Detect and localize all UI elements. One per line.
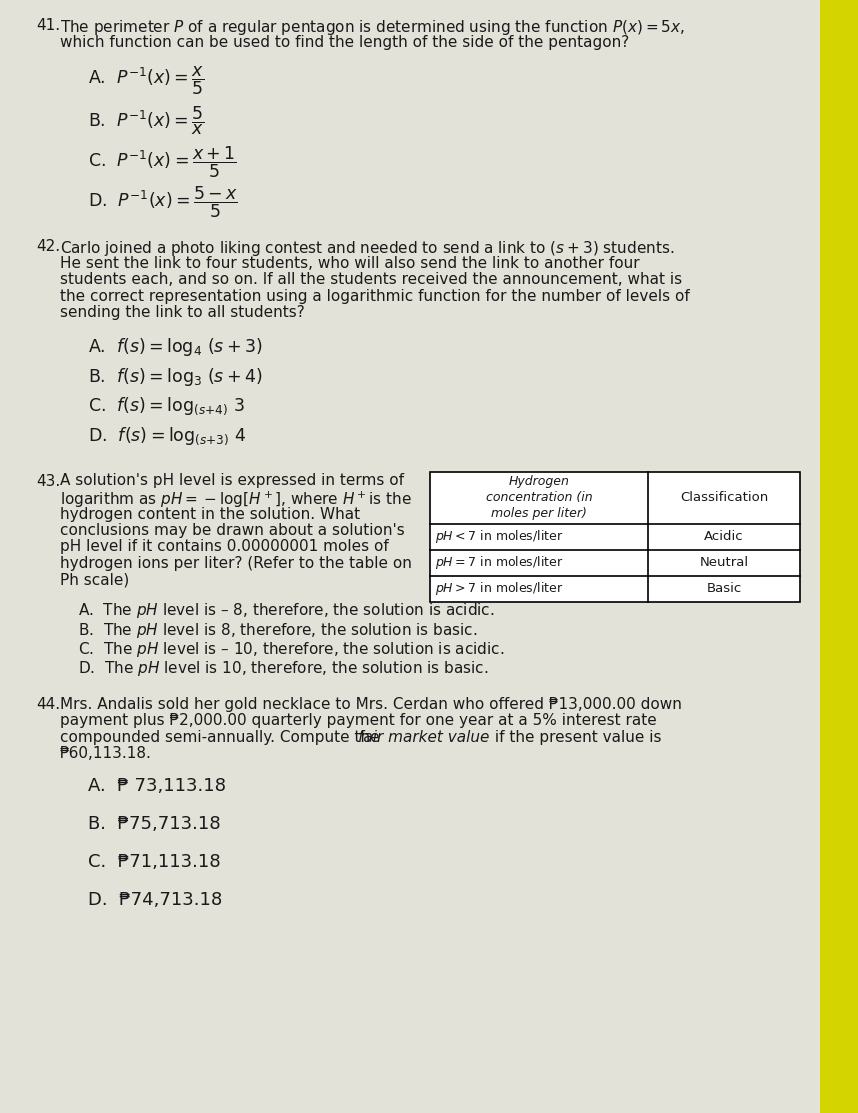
Text: D.  ₱74,713.18: D. ₱74,713.18 [88, 892, 222, 909]
Text: sending the link to all students?: sending the link to all students? [60, 305, 305, 321]
Text: $pH = 7$ in moles/liter: $pH = 7$ in moles/liter [435, 554, 564, 571]
Text: C.  $P^{-1}(x) = \dfrac{x+1}{5}$: C. $P^{-1}(x) = \dfrac{x+1}{5}$ [88, 145, 237, 180]
Bar [820, 0, 858, 1113]
Text: C.  The $pH$ level is – 10, therefore, the solution is acidic.: C. The $pH$ level is – 10, therefore, th… [78, 640, 505, 659]
Text: Carlo joined a photo liking contest and needed to send a link to $(s + 3)$ stude: Carlo joined a photo liking contest and … [60, 239, 674, 258]
Text: A.  $f(s) = \log_4\,(s+3)$: A. $f(s) = \log_4\,(s+3)$ [88, 335, 263, 357]
Text: 42.: 42. [36, 239, 60, 254]
Text: payment plus ₱2,000.00 quarterly payment for one year at a 5% interest rate: payment plus ₱2,000.00 quarterly payment… [60, 713, 656, 729]
Text: ₱60,113.18.: ₱60,113.18. [60, 747, 152, 761]
Bar [430, 472, 800, 601]
Text: Acidic: Acidic [704, 530, 744, 543]
Text: B.  $P^{-1}(x) = \dfrac{5}{x}$: B. $P^{-1}(x) = \dfrac{5}{x}$ [88, 105, 205, 137]
Text: A.  $P^{-1}(x) = \dfrac{x}{5}$: A. $P^{-1}(x) = \dfrac{x}{5}$ [88, 65, 205, 98]
Text: students each, and so on. If all the students received the announcement, what is: students each, and so on. If all the stu… [60, 272, 682, 287]
Text: 44.: 44. [36, 697, 60, 712]
Text: logarithm as $pH = -\log[H^+]$, where $H^+$is the: logarithm as $pH = -\log[H^+]$, where $H… [60, 490, 412, 510]
Text: He sent the link to four students, who will also send the link to another four: He sent the link to four students, who w… [60, 256, 639, 270]
Text: $pH > 7$ in moles/liter: $pH > 7$ in moles/liter [435, 580, 564, 597]
Text: A solution's pH level is expressed in terms of: A solution's pH level is expressed in te… [60, 473, 404, 489]
Text: Basic: Basic [706, 582, 741, 595]
Text: C.  ₱71,113.18: C. ₱71,113.18 [88, 853, 221, 871]
Text: B.  The $pH$ level is 8, therefore, the solution is basic.: B. The $pH$ level is 8, therefore, the s… [78, 621, 477, 640]
Text: The perimeter $P$ of a regular pentagon is determined using the function $P(x)= : The perimeter $P$ of a regular pentagon … [60, 18, 685, 37]
Text: Mrs. Andalis sold her gold necklace to Mrs. Cerdan who offered ₱13,000.00 down: Mrs. Andalis sold her gold necklace to M… [60, 697, 682, 712]
Text: 43.: 43. [36, 473, 60, 489]
Text: the correct representation using a logarithmic function for the number of levels: the correct representation using a logar… [60, 288, 690, 304]
Text: D.  The $pH$ level is 10, therefore, the solution is basic.: D. The $pH$ level is 10, therefore, the … [78, 660, 488, 679]
Text: pH level if it contains 0.00000001 moles of: pH level if it contains 0.00000001 moles… [60, 540, 389, 554]
Text: D.  $f(s) = \log_{(s+3)}\,4$: D. $f(s) = \log_{(s+3)}\,4$ [88, 425, 246, 447]
Text: A.  ₱ 73,113.18: A. ₱ 73,113.18 [88, 777, 226, 795]
Text: B.  $f(s) = \log_3\,(s+4)$: B. $f(s) = \log_3\,(s+4)$ [88, 365, 263, 387]
Text: fair market value: fair market value [358, 730, 489, 745]
Text: conclusions may be drawn about a solution's: conclusions may be drawn about a solutio… [60, 523, 405, 538]
Text: which function can be used to find the length of the side of the pentagon?: which function can be used to find the l… [60, 35, 629, 49]
Text: C.  $f(s) = \log_{(s+4)}\,3$: C. $f(s) = \log_{(s+4)}\,3$ [88, 395, 245, 417]
Text: $pH < 7$ in moles/liter: $pH < 7$ in moles/liter [435, 528, 564, 545]
Text: hydrogen ions per liter? (Refer to the table on: hydrogen ions per liter? (Refer to the t… [60, 556, 412, 571]
Text: Hydrogen
concentration (in
moles per liter): Hydrogen concentration (in moles per lit… [486, 475, 592, 520]
Text: compounded semi-annually. Compute the: compounded semi-annually. Compute the [60, 730, 384, 745]
Text: if the present value is: if the present value is [490, 730, 662, 745]
Text: B.  ₱75,713.18: B. ₱75,713.18 [88, 815, 221, 833]
Text: D.  $P^{-1}(x) = \dfrac{5-x}{5}$: D. $P^{-1}(x) = \dfrac{5-x}{5}$ [88, 185, 238, 220]
Text: Ph scale): Ph scale) [60, 572, 130, 588]
Text: 41.: 41. [36, 18, 60, 33]
Text: Classification: Classification [680, 491, 768, 504]
Text: Neutral: Neutral [699, 556, 748, 569]
Text: A.  The $pH$ level is – 8, therefore, the solution is acidic.: A. The $pH$ level is – 8, therefore, the… [78, 601, 494, 620]
Text: hydrogen content in the solution. What: hydrogen content in the solution. What [60, 506, 360, 522]
